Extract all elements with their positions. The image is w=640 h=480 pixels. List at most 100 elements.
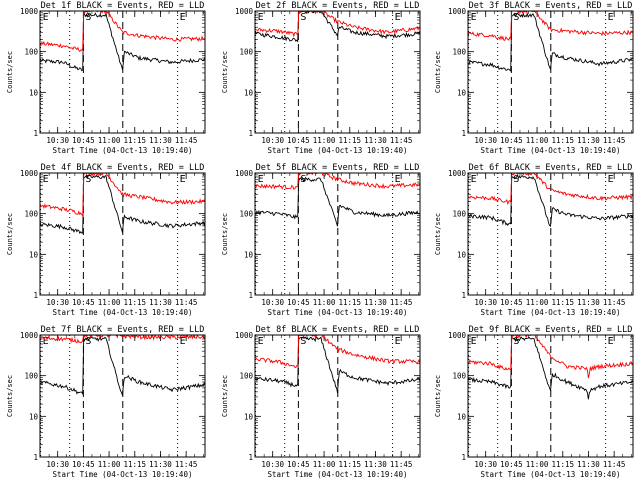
x-tick-label: 11:15 [338, 298, 361, 307]
series-group [255, 173, 420, 227]
y-tick-label: 1000 [20, 7, 39, 16]
series-line [255, 336, 420, 394]
chart-title: Det 6f BLACK = Events, RED = LLD [469, 163, 633, 173]
x-tick-label: 11:30 [577, 136, 600, 145]
y-tick-label: 1000 [235, 7, 254, 16]
event-marker-label: E [180, 336, 186, 347]
x-tick-label: 10:30 [474, 136, 497, 145]
event-marker-label: S [85, 174, 91, 185]
event-marker-label: E [258, 12, 264, 23]
event-marker-label: E [180, 174, 186, 185]
x-axis-label: Start Time (04-Oct-13 10:19:40) [53, 308, 193, 317]
x-tick-label: 10:30 [46, 136, 69, 145]
x-tick-label: 11:00 [313, 136, 336, 145]
plot-frame [254, 172, 421, 296]
y-tick-label: 10 [29, 88, 39, 97]
event-marker-label: E [43, 12, 49, 23]
y-tick-label: 1 [461, 291, 466, 300]
chart-title: Det 2f BLACK = Events, RED = LLD [256, 1, 420, 11]
series-line [40, 173, 205, 217]
x-axis-label: Start Time (04-Oct-13 10:19:40) [268, 308, 408, 317]
x-axis-label: Start Time (04-Oct-13 10:19:40) [481, 470, 621, 479]
event-marker-label: E [471, 336, 477, 347]
x-tick-label: 11:15 [338, 460, 361, 469]
series-group [255, 335, 420, 394]
series-line [40, 12, 205, 72]
x-tick-label: 11:30 [149, 136, 172, 145]
y-tick-label: 100 [239, 210, 253, 219]
event-marker-label: S [513, 336, 519, 347]
y-tick-label: 1000 [448, 7, 467, 16]
x-tick-label: 11:00 [526, 298, 549, 307]
x-tick-label: 11:45 [175, 460, 198, 469]
series-group [468, 11, 633, 72]
y-tick-label: 10 [29, 412, 39, 421]
event-marker-label: S [85, 12, 91, 23]
x-axis-label: Start Time (04-Oct-13 10:19:40) [268, 146, 408, 155]
x-tick-label: 11:00 [526, 460, 549, 469]
x-tick-label: 11:30 [149, 298, 172, 307]
plot-frame [467, 334, 634, 458]
series-line [255, 11, 420, 38]
plot-frame [254, 10, 421, 134]
chart-panel: Det 2f BLACK = Events, RED = LLD Counts/s… [221, 1, 421, 155]
series-group [468, 173, 633, 227]
x-tick-label: 10:30 [46, 298, 69, 307]
y-tick-label: 1000 [235, 169, 254, 178]
series-line [255, 176, 420, 227]
x-tick-label: 11:45 [390, 298, 413, 307]
chart-title: Det 1f BLACK = Events, RED = LLD [41, 1, 205, 11]
y-axis-label: Counts/sec [221, 375, 229, 417]
x-tick-label: 11:15 [551, 460, 574, 469]
y-tick-label: 1 [248, 291, 253, 300]
y-tick-label: 100 [24, 372, 38, 381]
event-marker-label: E [395, 174, 401, 185]
y-tick-label: 1000 [235, 331, 254, 340]
y-tick-label: 10 [244, 88, 254, 97]
y-axis-label: Counts/sec [221, 213, 229, 255]
y-tick-label: 100 [24, 210, 38, 219]
x-tick-label: 10:45 [287, 136, 310, 145]
y-tick-label: 1 [248, 129, 253, 138]
chart-title: Det 5f BLACK = Events, RED = LLD [256, 163, 420, 173]
event-marker-label: S [513, 174, 519, 185]
event-marker-label: S [513, 12, 519, 23]
chart-title: Det 4f BLACK = Events, RED = LLD [41, 163, 205, 173]
y-tick-label: 100 [452, 210, 466, 219]
x-tick-label: 11:45 [390, 460, 413, 469]
x-axis-label: Start Time (04-Oct-13 10:19:40) [268, 470, 408, 479]
x-axis-label: Start Time (04-Oct-13 10:19:40) [481, 308, 621, 317]
event-marker-label: E [180, 12, 186, 23]
series-line [468, 174, 633, 227]
series-line [255, 335, 420, 369]
x-tick-label: 10:30 [474, 298, 497, 307]
series-line [40, 11, 205, 53]
x-tick-label: 11:15 [551, 136, 574, 145]
x-tick-label: 11:45 [603, 136, 626, 145]
chart-panel: Det 7f BLACK = Events, RED = LLD Counts/s… [6, 325, 206, 479]
event-marker-label: E [43, 336, 49, 347]
y-tick-label: 10 [457, 88, 467, 97]
y-tick-label: 100 [239, 48, 253, 57]
x-axis-label: Start Time (04-Oct-13 10:19:40) [481, 146, 621, 155]
x-tick-label: 11:15 [338, 136, 361, 145]
event-marker-label: E [395, 336, 401, 347]
series-line [40, 335, 205, 344]
series-line [468, 173, 633, 206]
x-tick-label: 11:00 [98, 298, 121, 307]
chart-title: Det 8f BLACK = Events, RED = LLD [256, 325, 420, 335]
chart-panel: Det 9f BLACK = Events, RED = LLD Counts/s… [434, 325, 634, 479]
x-tick-label: 11:30 [577, 460, 600, 469]
chart-panel: Det 6f BLACK = Events, RED = LLD Counts/s… [434, 163, 634, 317]
series-line [255, 11, 420, 43]
x-tick-label: 11:30 [364, 298, 387, 307]
y-axis-label: Counts/sec [221, 51, 229, 93]
plot-frame [39, 172, 206, 296]
x-tick-label: 11:15 [551, 298, 574, 307]
y-tick-label: 100 [452, 372, 466, 381]
x-tick-label: 10:45 [500, 298, 523, 307]
x-tick-label: 11:30 [364, 460, 387, 469]
y-axis-label: Counts/sec [434, 213, 442, 255]
x-tick-label: 11:15 [123, 136, 146, 145]
